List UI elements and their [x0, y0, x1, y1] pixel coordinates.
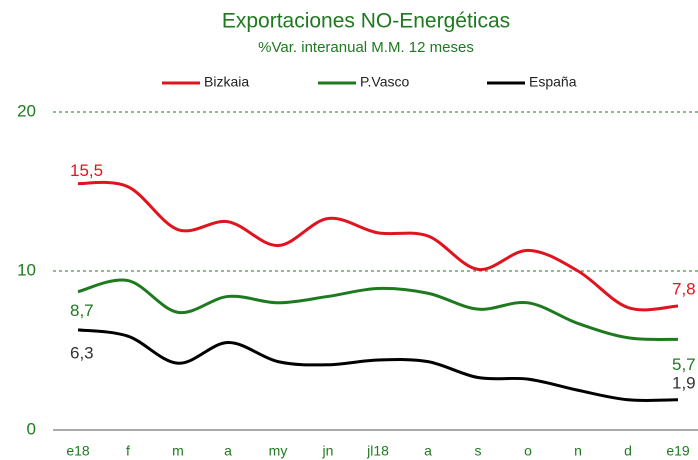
legend-label: Bizkaia: [204, 74, 249, 90]
series-line: [77, 180, 679, 312]
x-tick-label: s: [475, 443, 482, 459]
chart-title: Exportaciones NO-Energéticas: [222, 10, 510, 33]
y-tick-label: 10: [17, 260, 36, 279]
x-tick-label: n: [574, 443, 582, 459]
x-tick-label: e19: [666, 443, 690, 459]
x-tick-label: o: [524, 443, 532, 459]
x-tick-label: a: [424, 443, 432, 459]
chart-subtitle: %Var. interanual M.M. 12 meses: [258, 39, 474, 56]
data-label: 1,9: [672, 373, 696, 392]
x-tick-label: f: [126, 443, 130, 459]
legend-label: P.Vasco: [360, 74, 410, 90]
y-tick-label: 0: [27, 419, 36, 438]
data-label: 7,8: [672, 279, 696, 298]
x-tick-label: m: [172, 443, 184, 459]
series-line: [77, 278, 679, 341]
x-tick-label: e18: [66, 443, 90, 459]
x-tick-label: jn: [322, 443, 334, 459]
x-tick-label: my: [269, 443, 288, 459]
x-tick-label: a: [224, 443, 232, 459]
data-label: 5,7: [672, 355, 696, 374]
y-tick-label: 20: [17, 101, 36, 120]
series-line: [77, 328, 679, 402]
data-label: 6,3: [70, 343, 94, 362]
x-tick-label: d: [624, 443, 632, 459]
data-label: 8,7: [70, 301, 94, 320]
x-tick-label: jl18: [366, 443, 389, 459]
data-label: 15,5: [70, 161, 103, 180]
legend-label: España: [529, 74, 577, 90]
